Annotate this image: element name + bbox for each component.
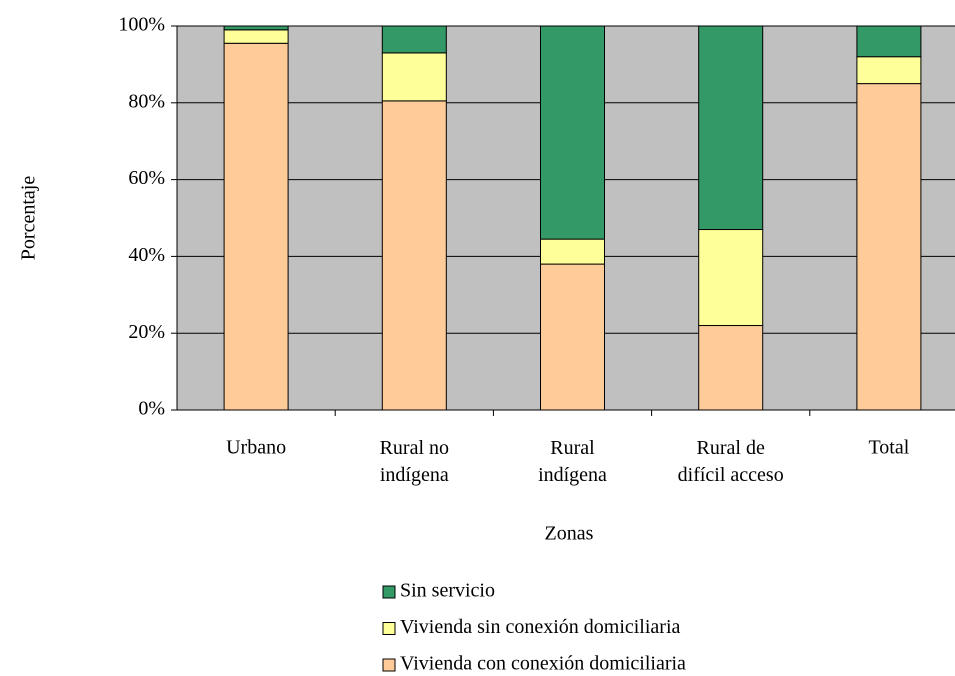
x-tick-label: Rural indígena [538,437,607,486]
y-tick-label: 100% [118,14,165,36]
y-tick-label: 60% [128,167,165,189]
x-tick-label: Rural de difícil acceso [678,437,784,486]
bar-segment [223,29,289,44]
bar-segment [540,263,605,411]
bar-segment [540,238,605,265]
legend-label: Sin servicio [400,580,495,602]
x-tick-label: Urbano [226,437,286,459]
label-line: Rural no [380,437,449,459]
bar-segment [381,25,447,54]
bar-segment [540,25,605,240]
y-tick-label: 20% [128,321,165,343]
legend-swatch [382,622,396,635]
bar-segment [698,325,764,411]
bar-segment [698,25,764,231]
bar-segment [698,229,764,327]
bar-segment [381,52,447,102]
legend-label: Vivienda con conexión domiciliaria [400,653,686,675]
y-tick-label: 80% [128,90,165,112]
bar-segment [856,83,922,411]
bar-segment [856,56,922,85]
label-line: difícil acceso [678,464,784,486]
label-line: Rural [550,437,595,459]
legend-label: Vivienda sin conexión domiciliaria [400,616,681,638]
legend-swatch [382,658,396,672]
label-line: indígena [380,464,449,486]
bar-segment [223,42,289,411]
x-tick-label: Total [868,437,909,459]
x-tick-label: Rural no indígena [380,437,449,486]
label-line: Rural de [697,437,765,459]
legend-swatch [382,585,396,599]
y-tick-label: 0% [138,398,165,420]
bar-segment [223,25,289,31]
bar-segment [856,25,922,58]
bar-segment [381,100,447,411]
y-tick-label: 40% [128,244,165,266]
y-axis-title: Porcentaje [18,176,40,261]
x-axis-title: Zonas [545,523,594,545]
label-line: indígena [538,464,607,486]
